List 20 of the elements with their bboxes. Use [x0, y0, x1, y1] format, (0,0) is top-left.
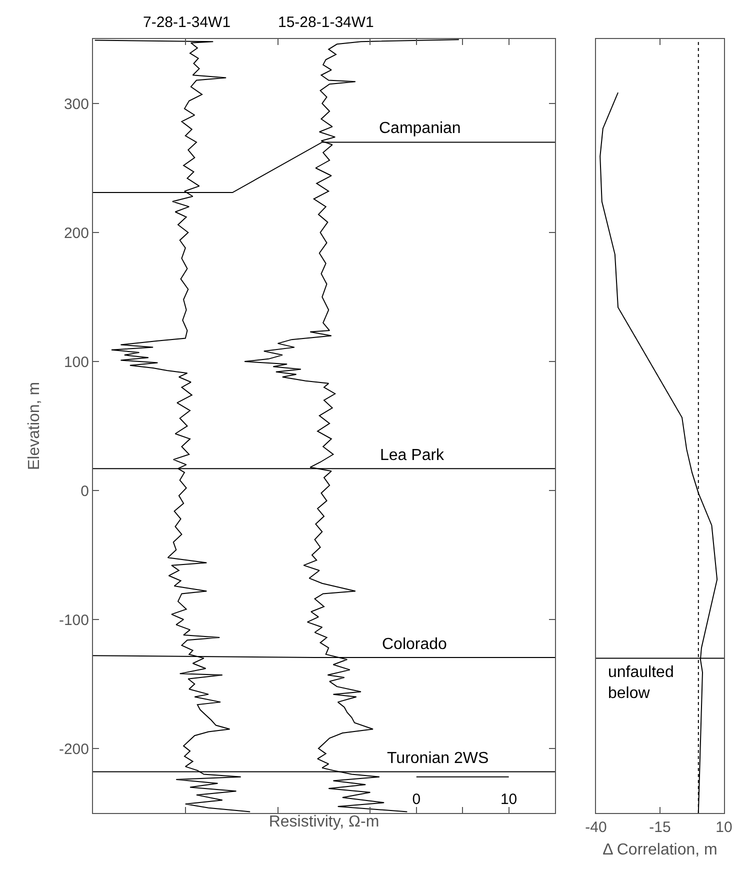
- series-label: 15-28-1-34W1: [278, 14, 374, 31]
- x-tick-label: 10: [500, 791, 518, 808]
- ref-line-label: unfaulted below: [608, 664, 674, 702]
- x-tick-label: -15: [649, 819, 671, 836]
- y-tick-label: 300: [64, 96, 89, 113]
- annotation: Campanian: [379, 120, 461, 137]
- annotation: Turonian 2WS: [387, 750, 489, 767]
- annotation: Lea Park: [380, 447, 446, 464]
- x-axis-title: Resistivity, Ω-m: [268, 814, 380, 831]
- y-axis-title: Elevation, m: [26, 382, 43, 470]
- y-tick-label: 100: [64, 354, 89, 371]
- series-label: 7-28-1-34W1: [143, 14, 231, 31]
- x-axis-title: Δ Correlation, m: [602, 842, 718, 859]
- annotation: Colorado: [382, 636, 448, 653]
- x-tick-label: 10: [716, 819, 732, 836]
- y-tick-label: -200: [58, 740, 89, 758]
- y-tick-label: 0: [80, 482, 89, 500]
- y-tick-label: -100: [58, 612, 89, 629]
- x-tick-label: -40: [585, 819, 607, 836]
- y-tick-label: 200: [64, 224, 89, 242]
